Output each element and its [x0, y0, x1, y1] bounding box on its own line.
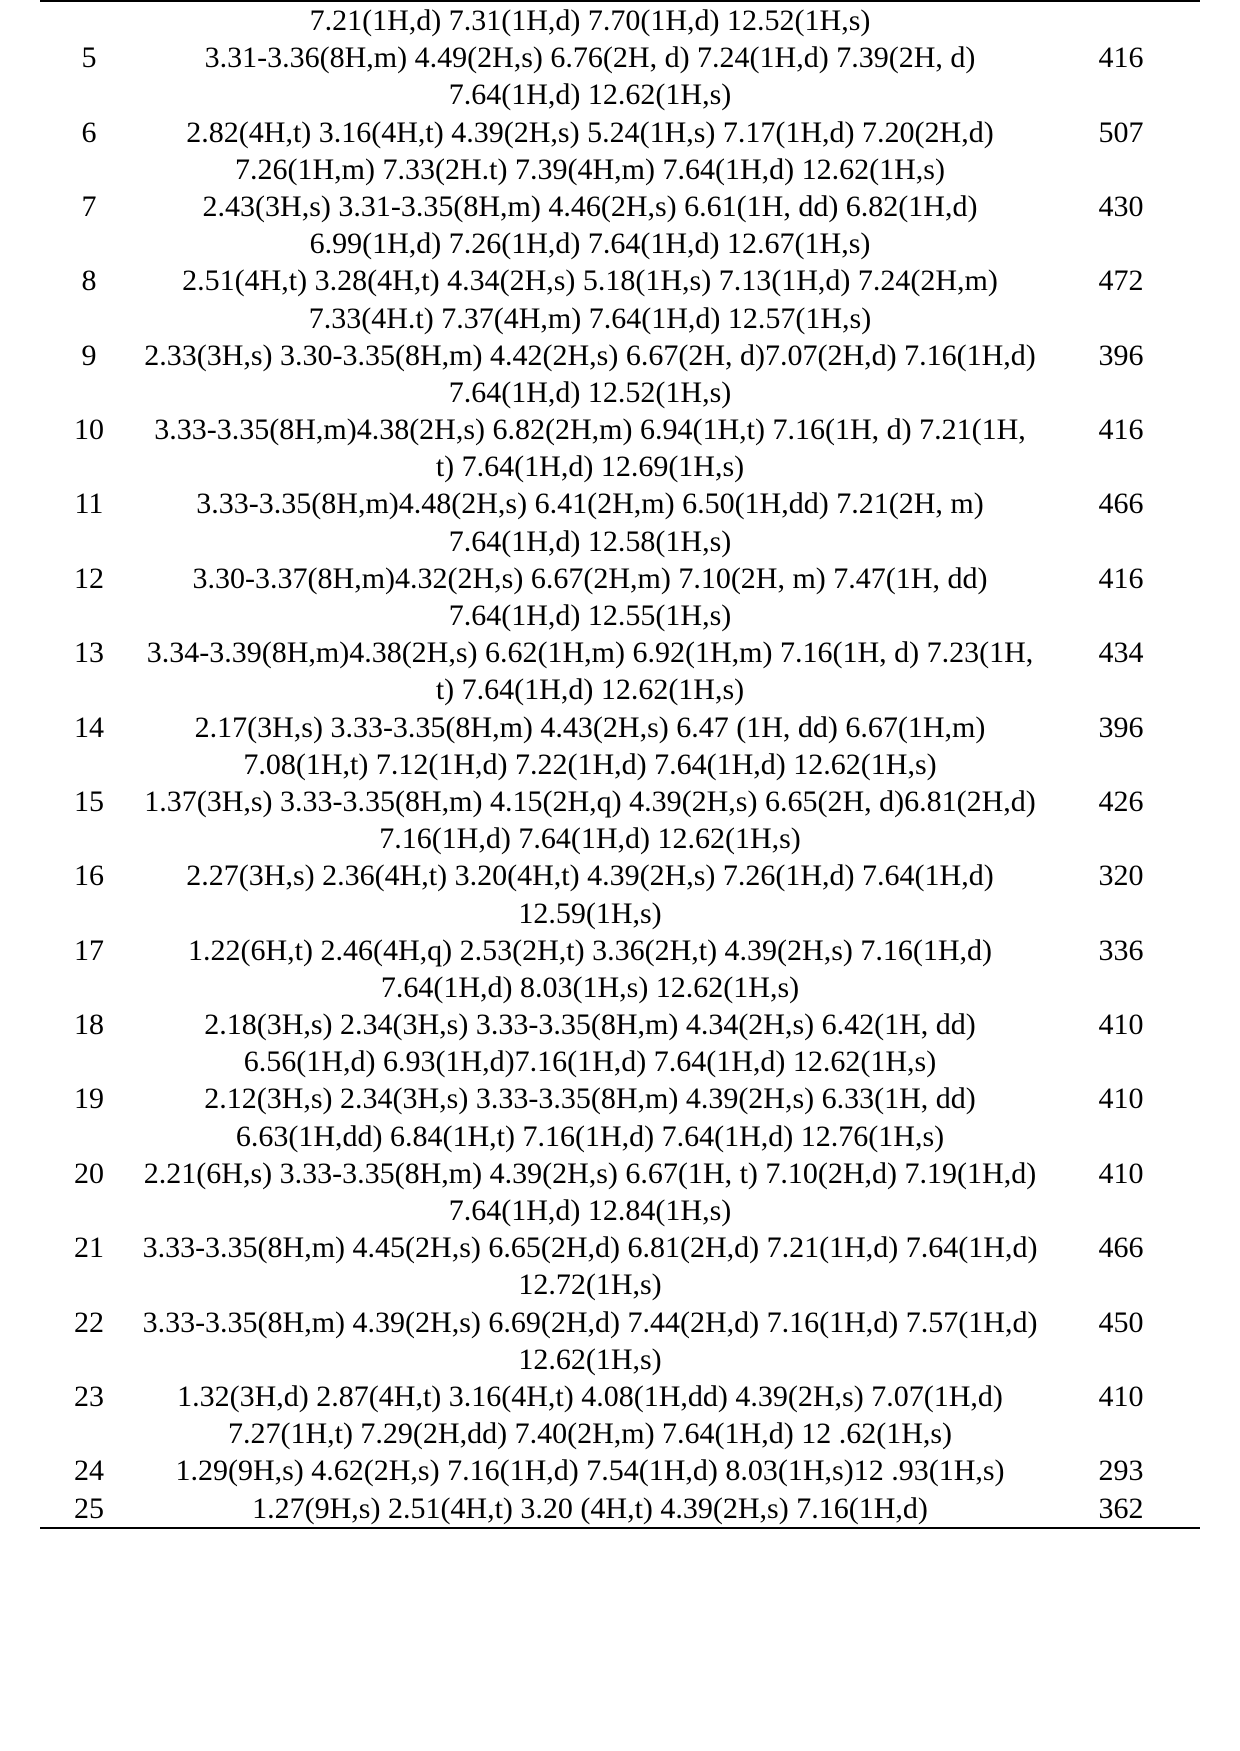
- row-id: 12: [40, 560, 138, 634]
- row-nmr: 1.27(9H,s) 2.51(4H,t) 3.20 (4H,t) 4.39(2…: [138, 1490, 1042, 1528]
- row-mass: 336: [1042, 932, 1200, 1006]
- row-mass: 320: [1042, 857, 1200, 931]
- row-nmr: 3.33-3.35(8H,m)4.38(2H,s) 6.82(2H,m) 6.9…: [138, 411, 1042, 485]
- row-nmr: 2.27(3H,s) 2.36(4H,t) 3.20(4H,t) 4.39(2H…: [138, 857, 1042, 931]
- row-mass: 416: [1042, 560, 1200, 634]
- row-id: 11: [40, 485, 138, 559]
- table-row: 223.33-3.35(8H,m) 4.39(2H,s) 6.69(2H,d) …: [40, 1304, 1200, 1378]
- row-id: 24: [40, 1452, 138, 1489]
- row-mass: 507: [1042, 114, 1200, 188]
- page: 7.21(1H,d) 7.31(1H,d) 7.70(1H,d) 12.52(1…: [0, 0, 1240, 1751]
- table-row: 151.37(3H,s) 3.33-3.35(8H,m) 4.15(2H,q) …: [40, 783, 1200, 857]
- row-id: 20: [40, 1155, 138, 1229]
- table-row: 103.33-3.35(8H,m)4.38(2H,s) 6.82(2H,m) 6…: [40, 411, 1200, 485]
- row-id: 9: [40, 337, 138, 411]
- row-nmr: 2.82(4H,t) 3.16(4H,t) 4.39(2H,s) 5.24(1H…: [138, 114, 1042, 188]
- row-mass: 362: [1042, 1490, 1200, 1528]
- table-row: 92.33(3H,s) 3.30-3.35(8H,m) 4.42(2H,s) 6…: [40, 337, 1200, 411]
- row-mass: 410: [1042, 1006, 1200, 1080]
- table-row: 113.33-3.35(8H,m)4.48(2H,s) 6.41(2H,m) 6…: [40, 485, 1200, 559]
- row-mass: 466: [1042, 485, 1200, 559]
- row-id: 8: [40, 262, 138, 336]
- table-row: 231.32(3H,d) 2.87(4H,t) 3.16(4H,t) 4.08(…: [40, 1378, 1200, 1452]
- row-nmr: 3.30-3.37(8H,m)4.32(2H,s) 6.67(2H,m) 7.1…: [138, 560, 1042, 634]
- row-nmr: 3.34-3.39(8H,m)4.38(2H,s) 6.62(1H,m) 6.9…: [138, 634, 1042, 708]
- row-mass: 293: [1042, 1452, 1200, 1489]
- table-row: 192.12(3H,s) 2.34(3H,s) 3.33-3.35(8H,m) …: [40, 1080, 1200, 1154]
- table-row: 72.43(3H,s) 3.31-3.35(8H,m) 4.46(2H,s) 6…: [40, 188, 1200, 262]
- row-mass: 396: [1042, 337, 1200, 411]
- row-nmr: 2.21(6H,s) 3.33-3.35(8H,m) 4.39(2H,s) 6.…: [138, 1155, 1042, 1229]
- row-id: 23: [40, 1378, 138, 1452]
- row-nmr: 7.21(1H,d) 7.31(1H,d) 7.70(1H,d) 12.52(1…: [138, 1, 1042, 39]
- row-id: 14: [40, 709, 138, 783]
- row-id: 7: [40, 188, 138, 262]
- table-row: 241.29(9H,s) 4.62(2H,s) 7.16(1H,d) 7.54(…: [40, 1452, 1200, 1489]
- row-nmr: 2.33(3H,s) 3.30-3.35(8H,m) 4.42(2H,s) 6.…: [138, 337, 1042, 411]
- row-id: 21: [40, 1229, 138, 1303]
- row-nmr: 2.43(3H,s) 3.31-3.35(8H,m) 4.46(2H,s) 6.…: [138, 188, 1042, 262]
- row-id: 15: [40, 783, 138, 857]
- table-row: 171.22(6H,t) 2.46(4H,q) 2.53(2H,t) 3.36(…: [40, 932, 1200, 1006]
- row-id: 5: [40, 39, 138, 113]
- row-id: 22: [40, 1304, 138, 1378]
- table-row: 123.30-3.37(8H,m)4.32(2H,s) 6.67(2H,m) 7…: [40, 560, 1200, 634]
- table-row: 133.34-3.39(8H,m)4.38(2H,s) 6.62(1H,m) 6…: [40, 634, 1200, 708]
- table-row: 82.51(4H,t) 3.28(4H,t) 4.34(2H,s) 5.18(1…: [40, 262, 1200, 336]
- row-nmr: 3.33-3.35(8H,m) 4.45(2H,s) 6.65(2H,d) 6.…: [138, 1229, 1042, 1303]
- row-nmr: 3.31-3.36(8H,m) 4.49(2H,s) 6.76(2H, d) 7…: [138, 39, 1042, 113]
- row-id: [40, 1, 138, 39]
- row-id: 25: [40, 1490, 138, 1528]
- row-mass: 430: [1042, 188, 1200, 262]
- row-mass: 410: [1042, 1155, 1200, 1229]
- table-row: 142.17(3H,s) 3.33-3.35(8H,m) 4.43(2H,s) …: [40, 709, 1200, 783]
- row-mass: 416: [1042, 411, 1200, 485]
- table-row: 162.27(3H,s) 2.36(4H,t) 3.20(4H,t) 4.39(…: [40, 857, 1200, 931]
- row-nmr: 1.29(9H,s) 4.62(2H,s) 7.16(1H,d) 7.54(1H…: [138, 1452, 1042, 1489]
- row-nmr: 3.33-3.35(8H,m)4.48(2H,s) 6.41(2H,m) 6.5…: [138, 485, 1042, 559]
- row-id: 19: [40, 1080, 138, 1154]
- row-mass: 426: [1042, 783, 1200, 857]
- table-row: 213.33-3.35(8H,m) 4.45(2H,s) 6.65(2H,d) …: [40, 1229, 1200, 1303]
- row-nmr: 2.17(3H,s) 3.33-3.35(8H,m) 4.43(2H,s) 6.…: [138, 709, 1042, 783]
- row-nmr: 2.51(4H,t) 3.28(4H,t) 4.34(2H,s) 5.18(1H…: [138, 262, 1042, 336]
- row-nmr: 1.37(3H,s) 3.33-3.35(8H,m) 4.15(2H,q) 4.…: [138, 783, 1042, 857]
- row-id: 10: [40, 411, 138, 485]
- row-id: 16: [40, 857, 138, 931]
- row-mass: 416: [1042, 39, 1200, 113]
- row-mass: 472: [1042, 262, 1200, 336]
- table-row: 251.27(9H,s) 2.51(4H,t) 3.20 (4H,t) 4.39…: [40, 1490, 1200, 1528]
- row-id: 13: [40, 634, 138, 708]
- row-mass: 434: [1042, 634, 1200, 708]
- row-mass: 410: [1042, 1080, 1200, 1154]
- row-mass: 450: [1042, 1304, 1200, 1378]
- row-mass: [1042, 1, 1200, 39]
- nmr-table: 7.21(1H,d) 7.31(1H,d) 7.70(1H,d) 12.52(1…: [40, 0, 1200, 1529]
- row-nmr: 2.18(3H,s) 2.34(3H,s) 3.33-3.35(8H,m) 4.…: [138, 1006, 1042, 1080]
- row-id: 18: [40, 1006, 138, 1080]
- row-mass: 396: [1042, 709, 1200, 783]
- row-nmr: 1.22(6H,t) 2.46(4H,q) 2.53(2H,t) 3.36(2H…: [138, 932, 1042, 1006]
- table-row: 202.21(6H,s) 3.33-3.35(8H,m) 4.39(2H,s) …: [40, 1155, 1200, 1229]
- row-id: 6: [40, 114, 138, 188]
- row-id: 17: [40, 932, 138, 1006]
- row-mass: 410: [1042, 1378, 1200, 1452]
- row-mass: 466: [1042, 1229, 1200, 1303]
- row-nmr: 2.12(3H,s) 2.34(3H,s) 3.33-3.35(8H,m) 4.…: [138, 1080, 1042, 1154]
- table-row: 182.18(3H,s) 2.34(3H,s) 3.33-3.35(8H,m) …: [40, 1006, 1200, 1080]
- table-row: 53.31-3.36(8H,m) 4.49(2H,s) 6.76(2H, d) …: [40, 39, 1200, 113]
- row-nmr: 3.33-3.35(8H,m) 4.39(2H,s) 6.69(2H,d) 7.…: [138, 1304, 1042, 1378]
- row-nmr: 1.32(3H,d) 2.87(4H,t) 3.16(4H,t) 4.08(1H…: [138, 1378, 1042, 1452]
- table-row: 62.82(4H,t) 3.16(4H,t) 4.39(2H,s) 5.24(1…: [40, 114, 1200, 188]
